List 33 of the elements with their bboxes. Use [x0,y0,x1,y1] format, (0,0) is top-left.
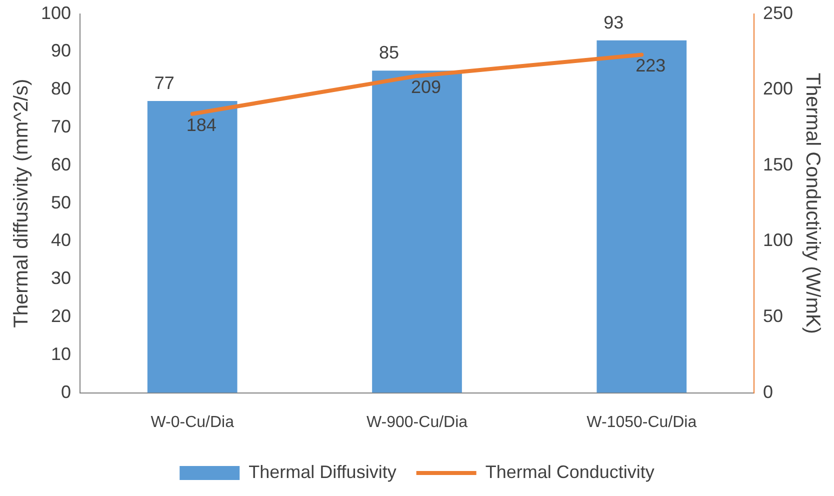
data-label: 184 [186,114,216,135]
x-tick-label: W-0-Cu/Dia [150,414,234,431]
data-label: 209 [411,76,442,97]
legend-label: Thermal Diffusivity [248,462,396,482]
data-label: 93 [604,12,624,32]
y-tick-label: 30 [51,268,72,288]
y-tick-label: 40 [51,230,72,250]
y-tick-label: 90 [51,40,72,61]
y-tick-label: 100 [40,2,72,23]
bar [372,70,462,393]
data-label: 223 [636,56,666,76]
y-tick-label: 0 [61,382,72,402]
data-label: 77 [154,72,174,93]
data-label: 85 [378,42,400,63]
y-tick-label: 70 [51,116,72,136]
x-tick-label: W-900-Cu/Dia [366,414,468,431]
legend-label: Thermal Conductivity [485,462,654,482]
y-tick-label: 60 [51,154,72,174]
y-tick-label: 80 [51,78,72,99]
bar [147,100,238,393]
x-tick-label: W-1050-Cu/Dia [586,414,697,431]
y2-tick-label: 200 [762,78,794,99]
y2-tick-label: 50 [762,306,783,326]
y-tick-label: 10 [51,344,72,364]
y2-tick-label: 250 [762,2,794,23]
y-axis-title: Thermal diffusivity (mm^2/s) [10,78,33,328]
y2-axis-title: Thermal Conductivity (W/mK) [801,72,824,334]
y2-tick-label: 100 [762,230,794,250]
bar [596,40,687,393]
y-tick-label: 20 [51,306,72,326]
y2-tick-label: 150 [762,154,794,174]
y2-tick-label: 0 [762,382,773,402]
y-tick-label: 50 [51,192,72,212]
